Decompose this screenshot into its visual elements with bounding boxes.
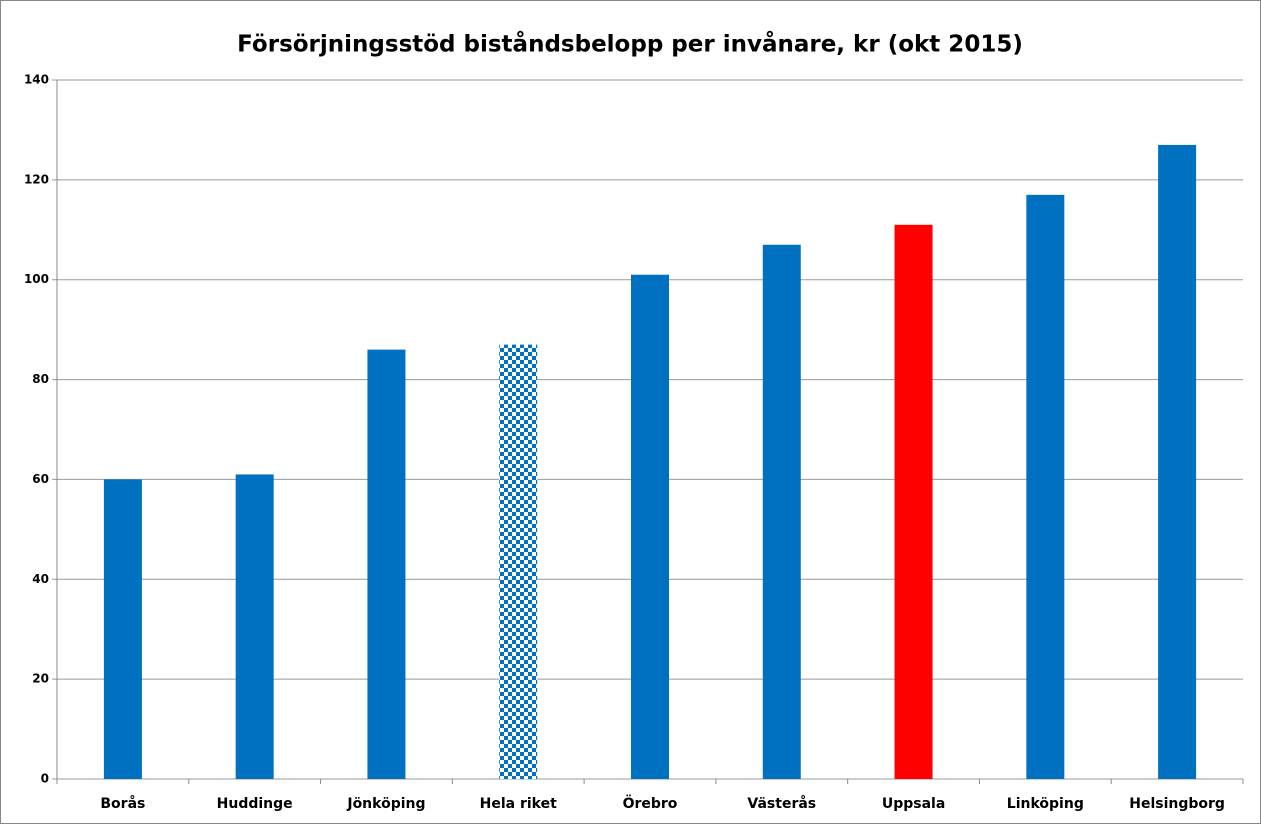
x-tick-label: Jönköping <box>346 796 425 812</box>
y-tick-label: 60 <box>32 472 49 486</box>
x-tick-label: Örebro <box>623 794 678 812</box>
y-tick-label: 80 <box>32 372 49 386</box>
y-tick-label: 40 <box>32 572 49 586</box>
bar <box>103 479 142 779</box>
y-tick-label: 120 <box>24 172 49 186</box>
bar <box>499 344 538 779</box>
bar <box>762 244 801 779</box>
x-tick-label: Huddinge <box>217 796 293 812</box>
chart-title: Försörjningsstöd biståndsbelopp per invå… <box>237 31 1023 58</box>
bar <box>894 224 933 780</box>
x-tick-label: Hela riket <box>480 796 557 812</box>
bar <box>1026 194 1065 780</box>
y-tick-label: 20 <box>32 672 49 686</box>
x-tick-label: Borås <box>100 795 145 812</box>
y-tick-label: 0 <box>41 772 49 786</box>
bar <box>367 349 406 779</box>
bar <box>235 474 274 779</box>
x-tick-label: Uppsala <box>882 796 945 812</box>
y-tick-label: 140 <box>24 73 49 87</box>
y-tick-label: 100 <box>24 272 49 286</box>
bar <box>1158 144 1197 779</box>
x-tick-label: Västerås <box>747 795 816 812</box>
bar <box>631 274 669 779</box>
x-tick-label: Helsingborg <box>1129 796 1225 812</box>
x-tick-label: Linköping <box>1007 796 1084 812</box>
